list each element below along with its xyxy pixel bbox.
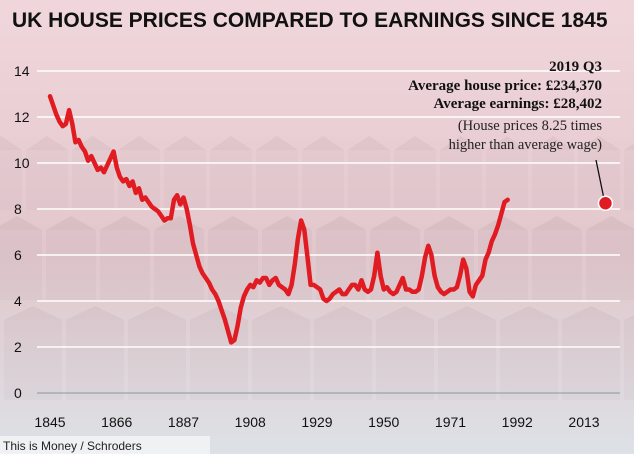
x-tick-label: 1845 <box>34 414 65 430</box>
x-tick-label: 1971 <box>435 414 466 430</box>
x-tick-label: 1866 <box>101 414 132 430</box>
x-tick-label: 1908 <box>235 414 266 430</box>
y-tick-label: 2 <box>14 339 22 355</box>
source-background <box>0 436 210 454</box>
annotation-pointer <box>595 159 605 197</box>
y-tick-label: 8 <box>14 201 22 217</box>
grid-lines <box>37 70 620 394</box>
x-axis-ticks: 1845 1866 1887 1908 1929 1950 1971 1992 2013 <box>34 414 599 430</box>
x-tick-label: 2013 <box>568 414 599 430</box>
y-tick-label: 12 <box>14 109 30 125</box>
y-tick-label: 6 <box>14 247 22 263</box>
x-tick-label: 1929 <box>301 414 332 430</box>
x-tick-label: 1950 <box>368 414 399 430</box>
y-tick-label: 4 <box>14 293 22 309</box>
x-tick-label: 1887 <box>168 414 199 430</box>
annotation-note-line2: higher than average wage) <box>449 137 603 153</box>
annotation-period: 2019 Q3 <box>549 59 602 75</box>
annotation-house-price: Average house price: £234,370 <box>408 78 602 94</box>
endpoint-marker <box>597 195 614 211</box>
source-credit: This is Money / Schroders <box>3 439 142 453</box>
x-tick-label: 1992 <box>502 414 533 430</box>
annotation-note-line1: (House prices 8.25 times <box>458 118 603 134</box>
y-tick-label: 14 <box>14 63 30 79</box>
y-tick-label: 0 <box>14 385 22 401</box>
y-tick-label: 10 <box>14 155 30 171</box>
y-axis-ticks: 0 2 4 6 8 10 12 14 <box>14 63 30 401</box>
series-line-house-price-ratio <box>47 94 510 345</box>
chart-title: UK HOUSE PRICES COMPARED TO EARNINGS SIN… <box>12 9 608 32</box>
annotation-earnings: Average earnings: £28,402 <box>434 96 602 112</box>
